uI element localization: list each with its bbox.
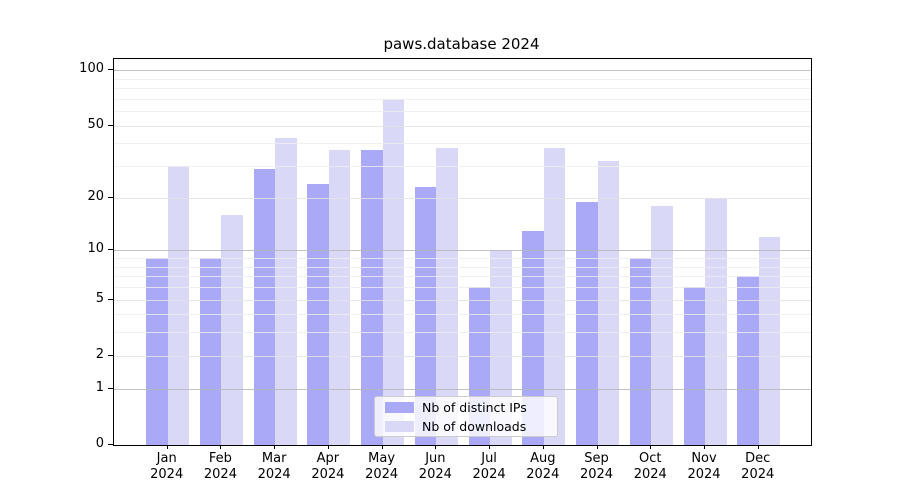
bar-downloads-mar [275, 137, 297, 445]
legend: Nb of distinct IPs Nb of downloads [374, 396, 558, 437]
gridline-minor [114, 314, 811, 316]
gridline-minor [114, 88, 811, 90]
x-tick-label-sep: Sep 2024 [579, 451, 614, 482]
bar-downloads-apr [328, 149, 351, 445]
x-tick-label-feb: Feb 2024 [203, 451, 237, 482]
plot-area: Nb of distinct IPs Nb of downloads [113, 58, 812, 446]
gridline-minor [114, 266, 811, 268]
y-tick-label-0: 0 [95, 436, 104, 451]
y-tick-0 [108, 444, 113, 445]
gridline-50 [114, 125, 811, 127]
bar-distinct-ips-oct [629, 258, 652, 445]
bar-distinct-ips-sep [576, 201, 598, 445]
chart-title: paws.database 2024 [383, 35, 540, 53]
y-tick-label-1: 1 [95, 379, 104, 395]
y-tick-label-100: 100 [79, 61, 104, 77]
gridline-minor [114, 143, 811, 145]
x-tick-label-jan: Jan 2024 [150, 451, 184, 482]
bar-downloads-feb [221, 214, 243, 445]
y-tick-100 [108, 69, 113, 71]
bar-downloads-jan [167, 166, 190, 445]
bar-distinct-ips-jun [414, 186, 437, 445]
legend-item-distinct-ips: Nb of distinct IPs [385, 401, 549, 414]
x-tick-label-dec: Dec 2024 [741, 451, 775, 482]
gridline-minor [114, 98, 811, 100]
gridline-20 [114, 197, 811, 199]
gridline-5 [114, 299, 811, 301]
bar-downloads-dec [758, 236, 781, 445]
y-tick-label-20: 20 [87, 188, 104, 204]
x-tick-aug [542, 445, 544, 449]
x-tick-feb [220, 445, 222, 449]
gridlines-layer [114, 59, 811, 445]
bar-downloads-jun [436, 147, 458, 445]
gridline-100 [114, 70, 811, 72]
x-tick-may [381, 445, 383, 449]
bar-downloads-may [382, 98, 405, 445]
y-tick-label-5: 5 [95, 290, 104, 306]
legend-item-downloads: Nb of downloads [385, 420, 549, 433]
bar-distinct-ips-jan [146, 258, 168, 445]
y-tick-1 [108, 387, 113, 389]
gridline-1 [114, 388, 811, 390]
x-tick-jan [166, 445, 168, 449]
y-tick-label-2: 2 [95, 346, 104, 362]
bar-distinct-ips-feb [199, 258, 222, 445]
y-tick-50 [108, 124, 113, 126]
x-tick-oct [650, 445, 652, 449]
bar-downloads-oct [651, 205, 673, 445]
y-tick-label-50: 50 [87, 116, 104, 132]
gridline-minor [114, 286, 811, 288]
x-tick-sep [596, 445, 598, 449]
gridline-minor [114, 332, 811, 334]
gridline-minor [114, 276, 811, 278]
bar-distinct-ips-aug [522, 230, 544, 445]
legend-label-downloads: Nb of downloads [422, 418, 527, 434]
x-tick-mar [274, 445, 276, 449]
bar-distinct-ips-nov [683, 287, 705, 445]
legend-label-distinct-ips: Nb of distinct IPs [422, 399, 527, 415]
x-tick-label-jun: Jun 2024 [418, 451, 452, 482]
y-tick-label-10: 10 [87, 241, 104, 257]
bar-distinct-ips-may [361, 149, 383, 445]
legend-swatch-downloads [385, 420, 414, 432]
bar-distinct-ips-mar [253, 168, 276, 445]
y-tick-5 [108, 298, 113, 300]
legend-swatch-distinct-ips [385, 401, 414, 413]
x-tick-label-aug: Aug 2024 [526, 451, 560, 482]
bar-downloads-nov [705, 197, 727, 445]
gridline-minor [114, 78, 811, 80]
gridline-10 [114, 250, 811, 252]
bar-downloads-sep [597, 161, 620, 445]
x-tick-label-nov: Nov 2024 [687, 451, 721, 482]
y-tick-20 [108, 196, 113, 198]
x-tick-nov [704, 445, 705, 449]
bar-downloads-aug [543, 147, 566, 445]
y-tick-10 [108, 249, 113, 251]
gridline-minor [114, 258, 811, 260]
gridline-minor [114, 111, 811, 113]
x-tick-dec [757, 445, 759, 449]
x-tick-jun [435, 445, 437, 449]
gridline-2 [114, 355, 811, 357]
x-tick-label-mar: Mar 2024 [257, 451, 291, 482]
gridline-minor [114, 166, 811, 168]
y-tick-2 [108, 354, 113, 356]
bar-distinct-ips-dec [737, 276, 759, 445]
x-tick-label-jul: Jul 2024 [472, 451, 506, 482]
x-tick-label-apr: Apr 2024 [311, 451, 345, 482]
x-tick-label-may: May 2024 [365, 451, 399, 482]
x-tick-apr [327, 445, 329, 449]
x-tick-label-oct: Oct 2024 [633, 451, 667, 482]
x-tick-jul [489, 445, 491, 449]
